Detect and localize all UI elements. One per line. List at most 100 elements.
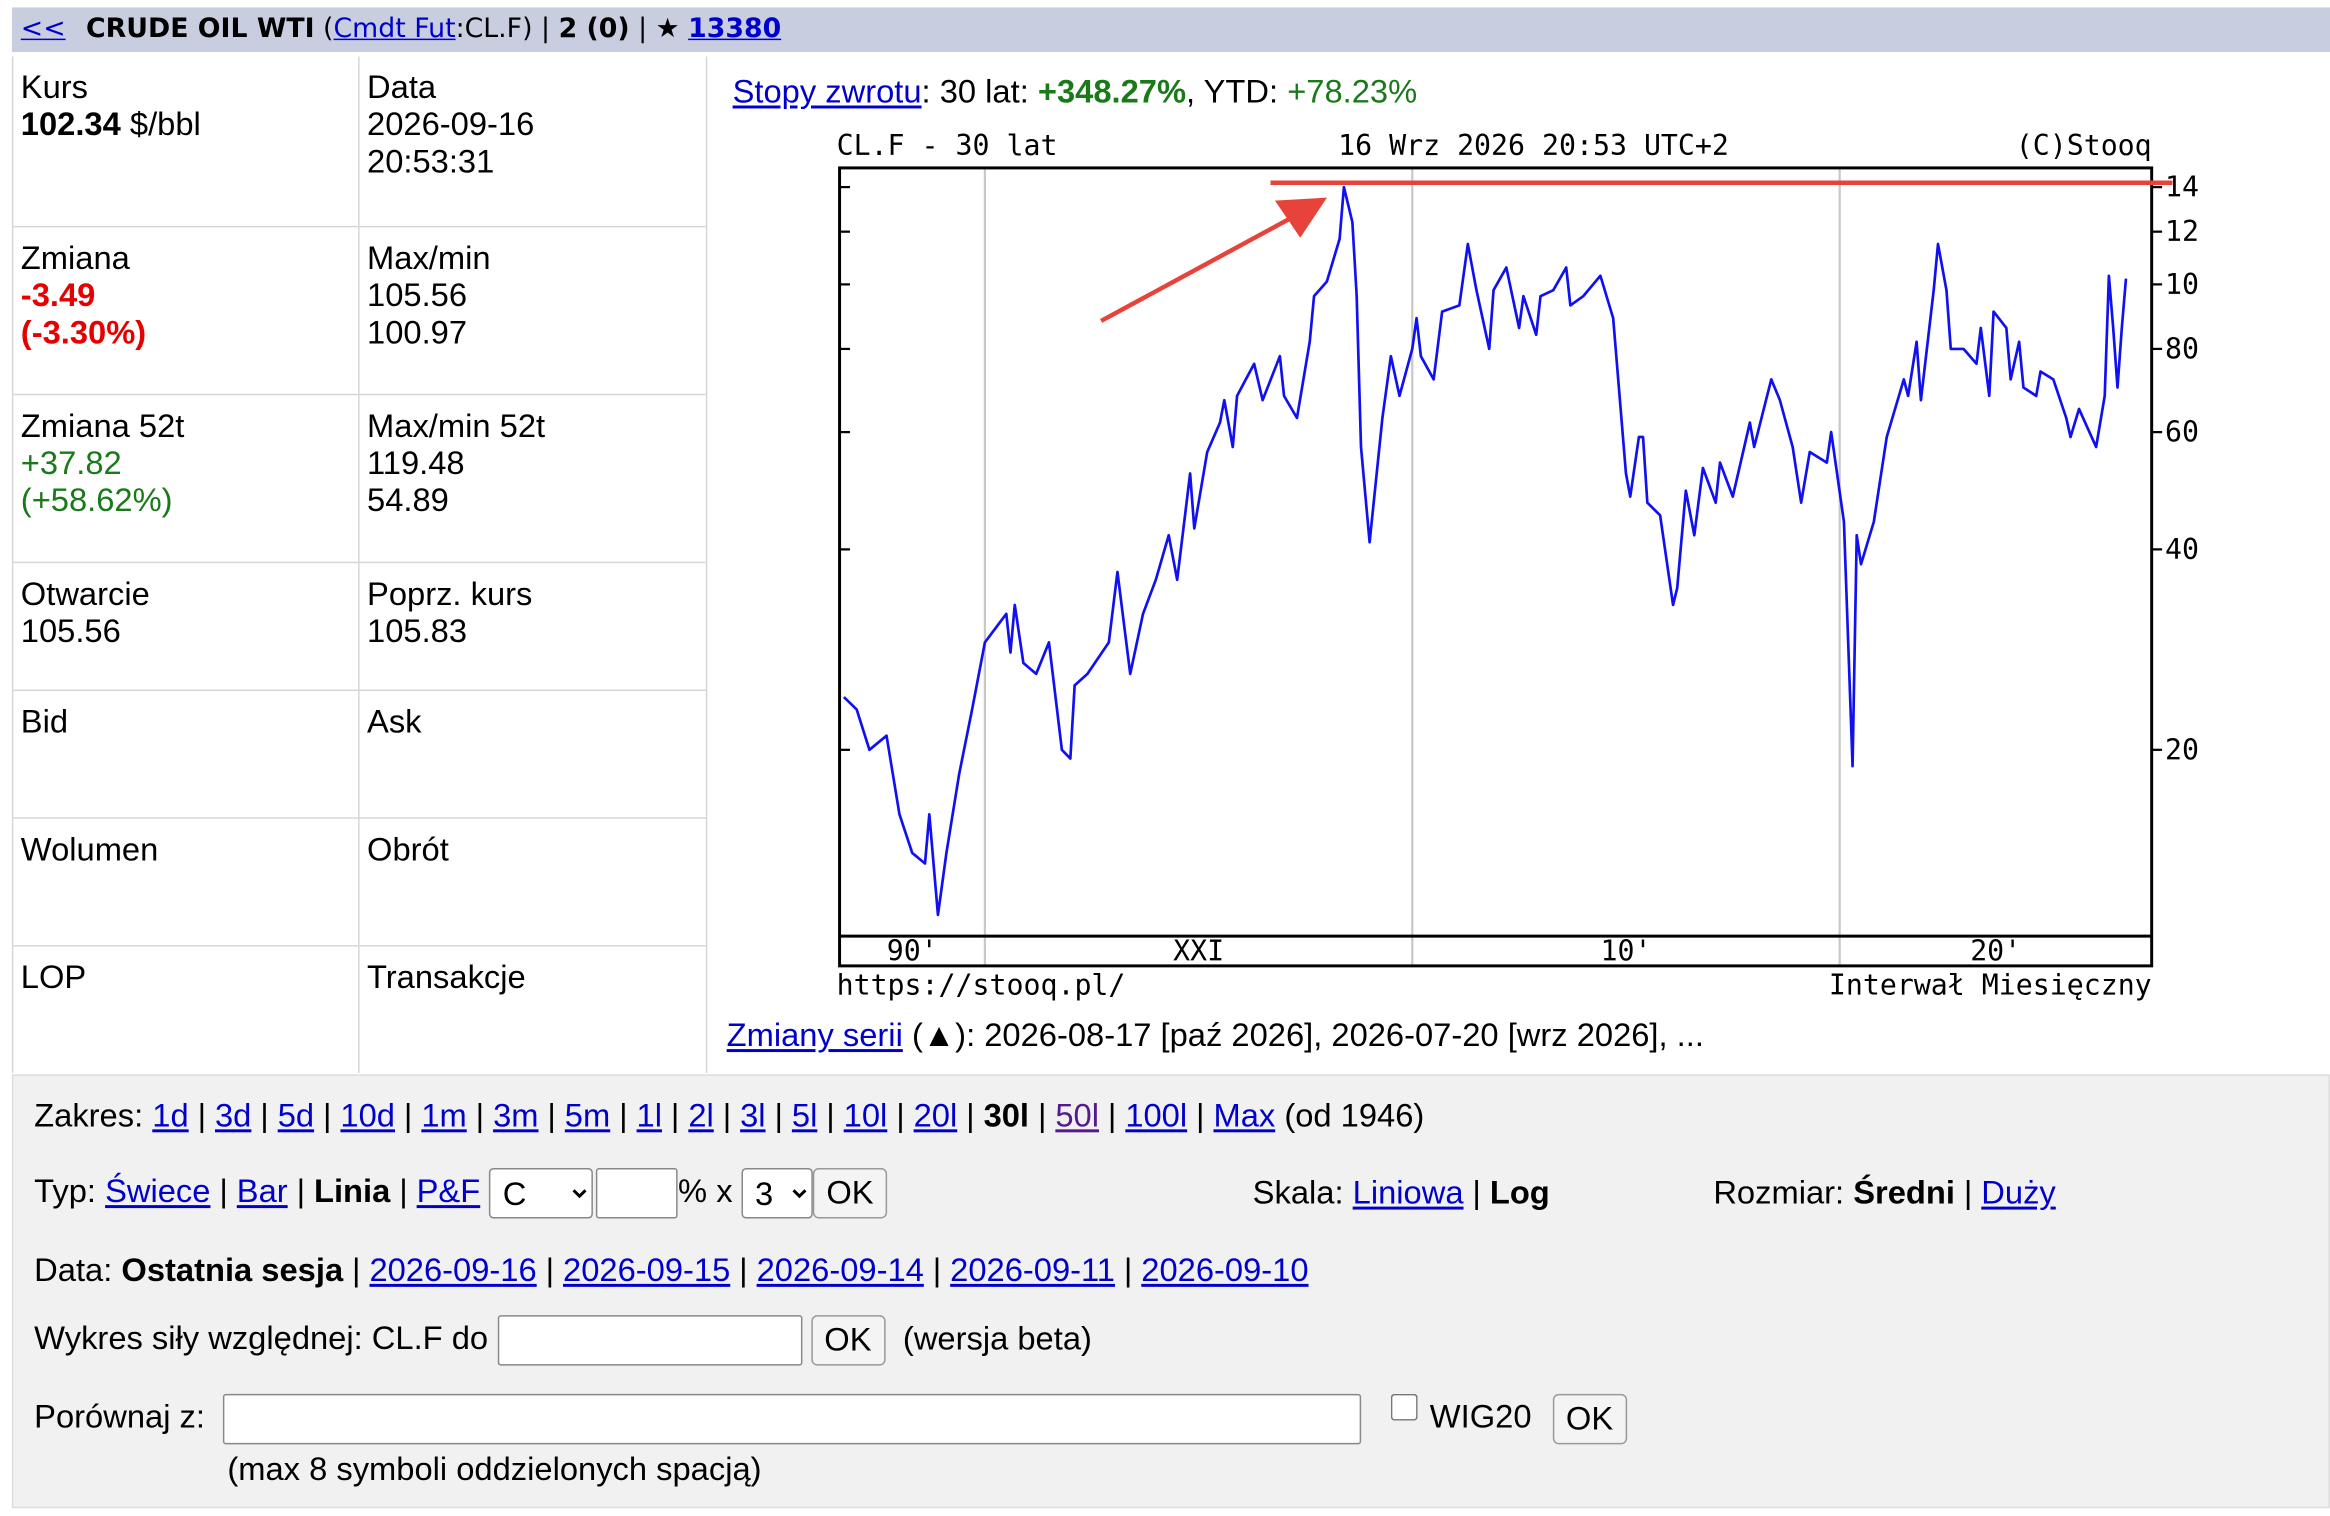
max52: 119.48 [367,444,465,482]
cell: Transakcje [360,946,708,1073]
active-option: Ostatnia sesja [121,1251,344,1289]
annotation-arrow [1100,213,1297,323]
chart: CL.F - 30 lat 16 Wrz 2026 20:53 UTC+2 (C… [837,129,2200,1002]
option-link[interactable]: 3d [215,1096,252,1134]
option-link[interactable]: 2026-09-11 [950,1251,1115,1289]
label: Max/min [367,239,491,277]
type-link[interactable]: Cmdt Fut [333,13,456,45]
range-suffix: (od 1946) [1284,1096,1425,1134]
plot-frame [838,166,2154,968]
paren: ( [323,13,334,45]
relative-input[interactable] [497,1315,802,1366]
change-pct: (-3.30%) [20,313,147,351]
back-link[interactable]: << [20,13,66,45]
option-link[interactable]: Liniowa [1352,1173,1464,1212]
cell: Zmiana 52t +37.82 (+58.62%) [13,395,360,564]
separator: | [722,1096,732,1134]
option-link[interactable]: 100l [1125,1096,1188,1134]
price-select[interactable]: C [489,1167,594,1219]
label: Zmiana [20,239,130,277]
wig20-checkbox[interactable] [1391,1393,1418,1421]
percent-input[interactable] [596,1167,679,1219]
label: Zmiana 52t [20,407,185,445]
separator: | [739,1251,748,1289]
return-30y: +348.27% [1037,72,1187,110]
option-link[interactable]: 1m [421,1096,467,1134]
option-link[interactable]: 2026-09-10 [1141,1251,1309,1289]
option-link[interactable]: 50l [1055,1096,1099,1134]
returns-link[interactable]: Stopy zwrotu [732,72,922,110]
min: 100.97 [367,313,468,351]
header-bar: << CRUDE OIL WTI (Cmdt Fut:CL.F) | 2 (0)… [11,7,2330,53]
compare-input[interactable] [223,1393,1362,1445]
cell: Zmiana -3.49 (-3.30%) [13,227,360,396]
label: Typ: [34,1172,96,1210]
label: Rozmiar: [1713,1173,1845,1212]
compare-row: Porównaj z: WIG20 OK [34,1393,1627,1445]
option-link[interactable]: 1d [152,1096,189,1134]
option-link[interactable]: 5l [791,1096,818,1134]
label: Wolumen [20,830,159,868]
option-link[interactable]: Bar [236,1172,288,1210]
option-link[interactable]: P&F [416,1172,481,1210]
separator: | [826,1096,835,1134]
option-link[interactable]: 3m [493,1096,539,1134]
option-link[interactable]: Duży [1981,1173,2056,1212]
option-link[interactable]: 20l [913,1096,958,1134]
label: Porównaj z: [34,1398,205,1436]
option-link[interactable]: 5m [564,1096,611,1134]
scale-links: Liniowa | Log [1353,1174,1550,1211]
option-link[interactable]: 10d [340,1096,395,1134]
size-row: Rozmiar: Średni | Duży [1713,1174,2055,1213]
separator: | [774,1096,783,1134]
option-link[interactable]: 1l [636,1096,662,1134]
separator: | [1472,1173,1481,1212]
prev: 105.83 [367,612,468,650]
separator: | [475,1096,485,1134]
separator: | [545,1251,555,1289]
y-tick-label: 80 [2165,332,2199,365]
x-tick-label: 20' [1970,935,2021,968]
option-link[interactable]: Świece [105,1172,211,1210]
separator: | [403,1096,413,1134]
watchers-link[interactable]: 13380 [688,13,782,45]
label: Ask [367,702,422,741]
chart-title: CL.F - 30 lat [837,129,1058,162]
multiplier-select[interactable]: 3 [741,1167,813,1219]
ok-button[interactable]: OK [812,1167,887,1219]
option-link[interactable]: 10l [843,1096,888,1134]
date-row: Data: Ostatnia sesja | 2026-09-16 | 2026-09-… [34,1251,1308,1290]
option-link[interactable]: 2026-09-15 [563,1251,731,1289]
separator: | [296,1172,306,1210]
option-link[interactable]: 2026-09-16 [369,1251,537,1289]
x-tick-label: XXI [1173,935,1224,968]
cell: Bid [13,690,360,819]
ok-button[interactable]: OK [810,1315,885,1366]
separator: | [932,1251,942,1289]
note: (wersja beta) [902,1319,1092,1357]
option-link[interactable]: 3l [740,1096,766,1134]
ok-button[interactable]: OK [1552,1393,1627,1445]
chart-source: https://stooq.pl/ [837,969,1126,1002]
compare-note: (max 8 symboli oddzielonych spacją) [227,1450,762,1488]
label: , YTD: [1186,72,1279,110]
label: Data [367,68,437,106]
series-changes-link[interactable]: Zmiany serii [726,1016,903,1054]
option-link[interactable]: 2026-09-14 [756,1251,924,1289]
counts: 2 (0) [558,13,630,45]
chart-credit: (C)Stooq [2016,129,2152,162]
separator: | [197,1096,207,1134]
y-tick-label: 140 [2165,171,2199,204]
change52-pct: (+58.62%) [20,481,173,519]
option-link[interactable]: 2l [688,1096,714,1134]
option-link[interactable]: 5d [277,1096,315,1134]
series-changes-text: (▲): 2026-08-17 [paź 2026], 2026-07-20 [… [911,1016,1704,1054]
series-changes: Zmiany serii (▲): 2026-08-17 [paź 2026],… [727,1016,1704,1055]
separator: | [966,1096,975,1134]
relative-row: Wykres siły względnej: CL.F do OK (wersj… [34,1315,1092,1366]
option-link[interactable]: Max [1213,1096,1276,1134]
type-row: Typ: Świece | Bar | Linia | P&F C% x 3 OK [34,1167,887,1219]
cell: Kurs 102.34 $/bbl [13,56,360,228]
size-links: Średni | Duży [1853,1174,2056,1211]
